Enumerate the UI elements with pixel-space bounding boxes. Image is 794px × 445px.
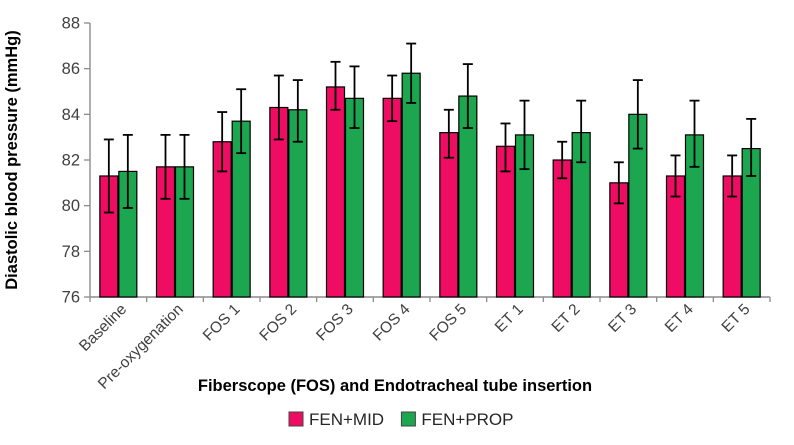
y-tick-label: 86: [62, 60, 80, 78]
y-tick-label: 84: [62, 106, 80, 124]
legend-swatch-fen-mid: [288, 411, 304, 427]
x-category-label: FOS 2: [256, 301, 300, 345]
x-category-label: FOS 4: [370, 301, 414, 345]
x-axis-title: Fiberscope (FOS) and Endotracheal tube i…: [198, 377, 592, 395]
y-axis-title: Diastolic blood pressure (mmHg): [3, 30, 21, 289]
legend-swatch-fen-prop: [400, 411, 416, 427]
x-category-label: ET 5: [719, 301, 754, 336]
x-category-label: ET 1: [492, 301, 527, 336]
bar-fen-mid: [325, 86, 346, 298]
x-category-label: ET 2: [549, 301, 584, 336]
x-category-label: ET 4: [662, 301, 697, 336]
y-tick-label: 88: [62, 15, 80, 33]
x-category-label: FOS 1: [200, 301, 244, 345]
x-category-label: FOS 5: [426, 301, 470, 345]
bar-fen-mid: [552, 159, 572, 298]
y-tick-label: 80: [62, 197, 80, 215]
y-tick-label: 78: [62, 243, 80, 261]
legend-item-fen-mid: FEN+MID: [288, 410, 384, 429]
y-tick-label: 76: [62, 289, 80, 307]
bar-fen-mid: [382, 97, 402, 298]
y-tick-label: 82: [62, 152, 80, 170]
legend-label-fen-mid: FEN+MID: [309, 410, 384, 429]
legend-item-fen-prop: FEN+PROP: [400, 410, 514, 429]
legend-label-fen-prop: FEN+PROP: [421, 410, 513, 429]
bar-fen-prop: [401, 72, 421, 298]
x-category-label: FOS 3: [313, 301, 357, 345]
x-category-label: Baseline: [76, 301, 130, 355]
x-category-label: ET 3: [605, 301, 640, 336]
